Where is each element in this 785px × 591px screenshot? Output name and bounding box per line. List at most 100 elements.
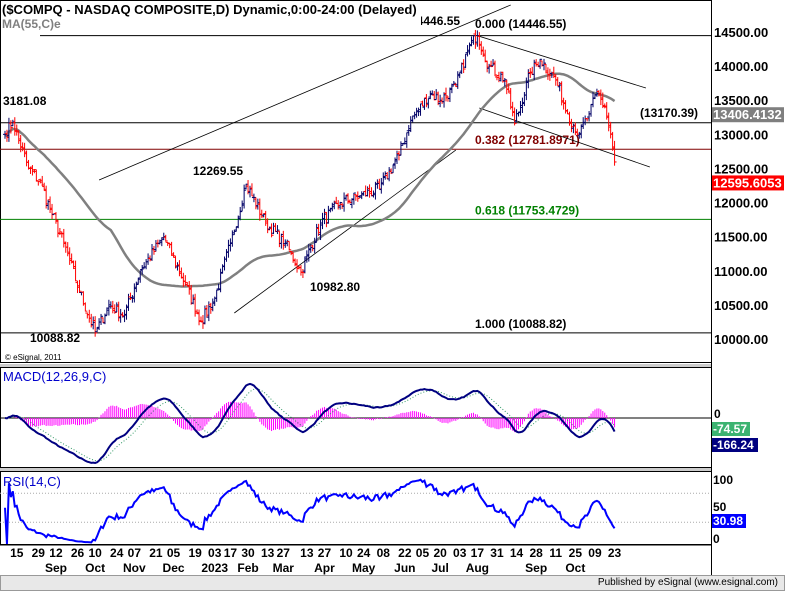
ohlc-bar [347,199,352,204]
ohlc-bar [547,68,552,81]
ohlc-bar [28,166,33,174]
ohlc-bar [144,259,149,270]
last-price-badge-bg [712,175,784,191]
ohlc-bar [469,36,474,47]
month-label: Oct [565,561,585,575]
date-tick-label: 27 [318,546,332,560]
date-tick-label: 09 [588,546,602,560]
ohlc-bar [230,230,235,247]
date-tick-label: 05 [416,546,430,560]
ohlc-bar [430,90,435,96]
ohlc-bar [55,219,60,238]
price-annotation: 10982.80 [310,280,360,294]
ohlc-bar [298,264,303,276]
fib-level-label: 0.382 (12781.8971) [475,133,580,147]
trendline-up-channel-top [98,4,511,181]
ohlc-bar [167,242,172,249]
date-tick-label: 19 [188,546,202,560]
ohlc-bar [151,245,156,255]
ohlc-bar [342,192,347,212]
copyright: © eSignal, 2011 [5,353,62,362]
ohlc-bar [477,32,482,50]
ohlc-bar [208,302,213,314]
date-tick-label: 14 [510,546,524,560]
ohlc-bar [79,291,84,296]
ohlc-bar [398,141,403,156]
ohlc-bar [569,118,574,133]
price-tick-label: 10500.00 [714,298,768,313]
ohlc-bar [132,283,137,303]
ohlc-bar [414,107,419,118]
ohlc-bar [379,177,384,194]
last-price-badge: 12595.6053 [713,175,782,190]
ohlc-bar [612,140,617,166]
ohlc-bar [148,255,153,262]
ohlc-bar [498,71,503,82]
ohlc-bar [373,181,378,200]
ohlc-bar [189,284,194,305]
rsi-panel-separator [0,468,711,471]
date-tick-label: 17 [224,546,238,560]
ohlc-bar [48,196,53,213]
month-label: Feb [237,561,258,575]
ohlc-bar [265,218,270,234]
ohlc-bar [197,309,202,326]
ohlc-bar [93,316,98,337]
date-tick-label: 31 [490,546,504,560]
fib-level-label: (13170.39) [640,106,698,120]
ohlc-bar [434,89,439,101]
ohlc-bar [142,262,147,269]
chart-canvas[interactable]: 14500.0014000.0013500.0013000.0012500.00… [0,0,785,575]
ohlc-bar [204,305,209,318]
ohlc-bar [336,200,341,210]
price-tick-label: 12500.00 [714,161,768,176]
fib-level-label: 1.000 (10088.82) [475,317,566,331]
date-tick-label: 27 [277,546,291,560]
ohlc-bar [110,300,115,314]
ohlc-bar [30,165,35,176]
ohlc-bar [171,252,176,258]
publisher-credit: Published by eSignal (www.esignal.com) [597,577,778,588]
ohlc-bar [512,107,517,126]
ohlc-bar [432,91,437,101]
ohlc-bar [375,179,380,189]
ohlc-bar [101,317,105,323]
ohlc-bar [571,123,576,134]
ohlc-bar [463,53,468,68]
ohlc-bar [485,60,490,73]
ohlc-bar [73,260,78,282]
month-label: 2023 [201,561,228,575]
date-tick-label: 28 [529,546,543,560]
ohlc-bar [20,142,25,152]
ohlc-bar [283,239,288,248]
date-tick-label: 24 [357,546,371,560]
ohlc-bar [50,203,55,220]
ohlc-bar [408,116,413,133]
ohlc-bar [240,200,245,212]
ohlc-bar [424,94,429,108]
header-bg [1,1,421,31]
price-tick-label: 11000.00 [714,264,768,279]
rsi-tick-label: 50 [713,500,727,514]
month-label: Sep [525,561,547,575]
ohlc-bar [473,29,478,49]
date-tick-label: 15 [10,546,24,560]
date-tick-label: 05 [167,546,181,560]
date-tick-label: 10 [88,546,102,560]
date-tick-label: 26 [71,546,85,560]
date-tick-label: 29 [32,546,46,560]
ohlc-bar [253,197,258,210]
footer-bar: Published by eSignal (www.esignal.com) [0,575,785,591]
ohlc-bar [91,316,96,330]
ohlc-bar [494,75,499,81]
ohlc-bar [83,302,88,312]
ohlc-bar [300,268,305,278]
ohlc-bar [598,89,603,106]
ohlc-bar [410,115,415,123]
moving-average-line [4,72,616,288]
ohlc-bar [24,150,29,167]
ohlc-bar [587,111,592,122]
ohlc-bar [259,209,264,218]
ohlc-bar [150,243,154,261]
ohlc-bar [561,97,566,110]
